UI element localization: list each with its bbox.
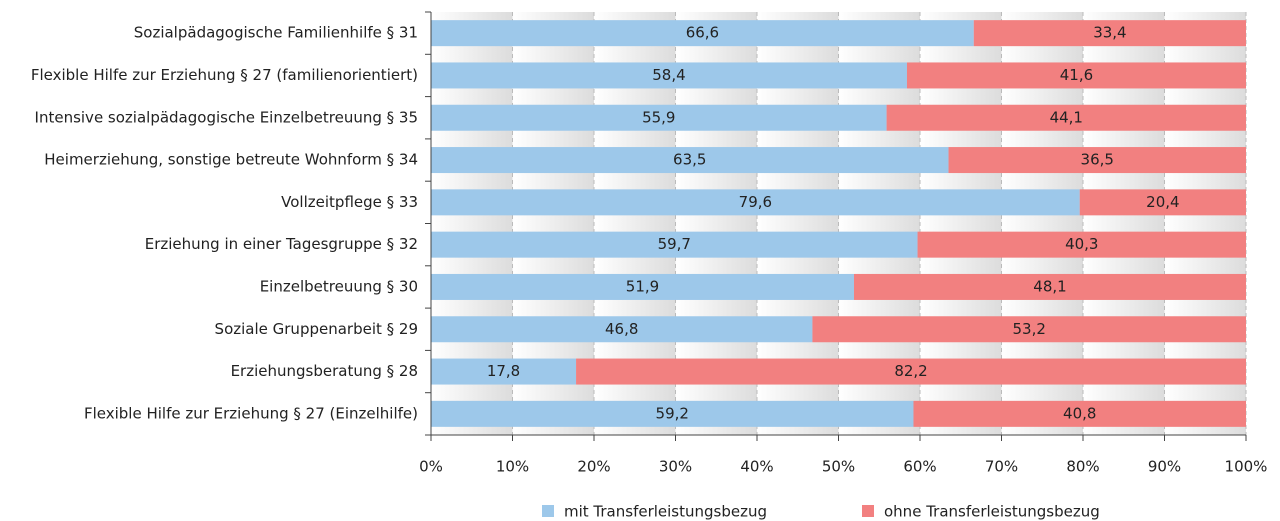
x-tick-label: 100%	[1225, 458, 1268, 476]
bar-segment	[812, 316, 1246, 343]
x-tick-label: 30%	[659, 458, 692, 476]
value-label: 48,1	[1033, 277, 1066, 295]
value-label: 46,8	[605, 320, 638, 338]
value-label: 82,2	[894, 362, 927, 380]
value-label: 79,6	[739, 193, 772, 211]
bar-segment	[906, 62, 1246, 89]
value-label: 51,9	[626, 277, 659, 295]
y-tick-label: Heimerziehung, sonstige betreute Wohnfor…	[44, 151, 418, 169]
value-label: 44,1	[1050, 108, 1083, 126]
y-tick-label: Erziehung in einer Tagesgruppe § 32	[145, 235, 418, 253]
bar-segment	[431, 20, 974, 47]
bar-segment	[431, 189, 1080, 216]
bar-segment	[431, 273, 854, 300]
bar-segment	[917, 231, 1246, 258]
value-label: 59,2	[656, 404, 689, 422]
bar-segment	[431, 316, 813, 343]
y-tick-label: Flexible Hilfe zur Erziehung § 27 (famil…	[31, 66, 418, 84]
legend-label: ohne Transferleistungsbezug	[884, 503, 1100, 521]
bar-segment	[431, 147, 949, 174]
value-label: 53,2	[1013, 320, 1046, 338]
bar-segment	[913, 400, 1246, 427]
y-tick-label: Soziale Gruppenarbeit § 29	[215, 320, 418, 338]
bar-segment	[973, 20, 1246, 47]
bar-segment	[431, 62, 907, 89]
x-tick-label: 40%	[740, 458, 773, 476]
value-label: 40,3	[1065, 235, 1098, 253]
legend-swatch	[862, 505, 874, 517]
y-tick-label: Flexible Hilfe zur Erziehung § 27 (Einze…	[84, 404, 418, 422]
value-label: 20,4	[1146, 193, 1179, 211]
legend-swatch	[542, 505, 554, 517]
value-label: 63,5	[673, 151, 706, 169]
value-label: 59,7	[658, 235, 691, 253]
value-label: 36,5	[1081, 151, 1114, 169]
bar-segment	[853, 273, 1246, 300]
y-tick-label: Intensive sozialpädagogische Einzelbetre…	[35, 108, 418, 126]
y-tick-label: Sozialpädagogische Familienhilfe § 31	[134, 24, 418, 42]
x-tick-label: 20%	[577, 458, 610, 476]
bar-segment	[431, 104, 887, 131]
y-tick-label: Vollzeitpflege § 33	[281, 193, 418, 211]
bar-segment	[1079, 189, 1246, 216]
bar-segment	[576, 358, 1246, 385]
y-tick-label: Einzelbetreuung § 30	[260, 277, 418, 295]
x-tick-label: 90%	[1148, 458, 1181, 476]
bar-segment	[431, 358, 577, 385]
x-tick-label: 50%	[822, 458, 855, 476]
value-label: 41,6	[1060, 66, 1093, 84]
x-tick-label: 0%	[419, 458, 443, 476]
x-tick-label: 60%	[903, 458, 936, 476]
x-tick-label: 10%	[496, 458, 529, 476]
bar-segment	[948, 147, 1246, 174]
value-label: 17,8	[487, 362, 520, 380]
value-label: 66,6	[686, 24, 719, 42]
value-label: 40,8	[1063, 404, 1096, 422]
value-label: 58,4	[652, 66, 685, 84]
x-tick-label: 80%	[1066, 458, 1099, 476]
bar-segment	[431, 231, 918, 258]
value-label: 33,4	[1093, 24, 1126, 42]
value-label: 55,9	[642, 108, 675, 126]
bar-segment	[431, 400, 914, 427]
bar-segment	[886, 104, 1246, 131]
legend-label: mit Transferleistungsbezug	[564, 503, 767, 521]
y-tick-label: Erziehungsberatung § 28	[231, 362, 418, 380]
x-tick-label: 70%	[985, 458, 1018, 476]
